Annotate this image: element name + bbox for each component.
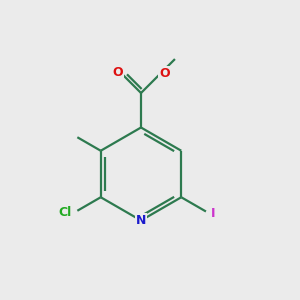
Text: N: N (136, 214, 146, 227)
Text: Cl: Cl (59, 206, 72, 219)
Text: O: O (159, 67, 170, 80)
Text: I: I (211, 206, 215, 220)
Text: O: O (112, 66, 123, 79)
